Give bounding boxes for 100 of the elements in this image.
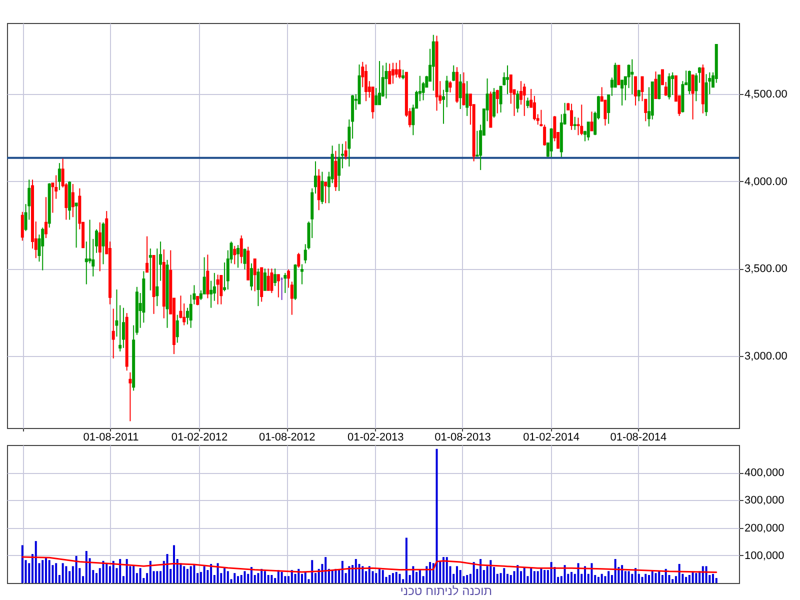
candlestick bbox=[297, 252, 300, 268]
candlestick bbox=[146, 236, 149, 273]
bar bbox=[106, 563, 108, 583]
bar bbox=[540, 568, 542, 583]
bar bbox=[628, 571, 630, 583]
bar bbox=[173, 545, 175, 583]
candlestick bbox=[402, 69, 405, 80]
candlestick bbox=[388, 63, 392, 84]
candlestick bbox=[206, 254, 210, 299]
bar bbox=[237, 576, 240, 583]
candlestick bbox=[156, 248, 159, 307]
candlestick bbox=[550, 128, 553, 158]
bar bbox=[85, 550, 88, 583]
candlestick bbox=[118, 304, 122, 352]
candlestick bbox=[394, 62, 398, 78]
y-tick-label: 400,000 bbox=[744, 467, 784, 480]
bar bbox=[702, 566, 704, 583]
bar bbox=[459, 570, 462, 583]
bar bbox=[398, 574, 401, 583]
candlestick bbox=[452, 64, 456, 82]
candlestick bbox=[320, 171, 324, 205]
candlestick bbox=[499, 86, 502, 113]
candlestick bbox=[233, 245, 236, 265]
bar bbox=[388, 574, 391, 583]
candlestick bbox=[122, 307, 125, 348]
candlestick bbox=[364, 64, 368, 102]
bar bbox=[577, 563, 580, 583]
bar bbox=[466, 574, 468, 583]
bar bbox=[331, 570, 334, 583]
y-tick-label: 4,500.00 bbox=[744, 88, 788, 101]
candlestick bbox=[492, 88, 496, 118]
bar bbox=[341, 560, 344, 583]
candlestick bbox=[543, 124, 546, 146]
candlestick bbox=[658, 74, 661, 100]
candlestick bbox=[236, 244, 240, 268]
bar bbox=[348, 566, 350, 583]
candlestick bbox=[324, 182, 328, 204]
bar bbox=[564, 565, 566, 583]
bar bbox=[590, 563, 593, 583]
candlestick bbox=[573, 116, 576, 130]
candlestick bbox=[300, 264, 304, 285]
bar bbox=[608, 571, 610, 583]
bar bbox=[21, 545, 24, 583]
bar bbox=[42, 560, 44, 583]
bar bbox=[597, 576, 600, 583]
candlestick bbox=[398, 60, 402, 79]
candlestick bbox=[276, 274, 280, 298]
bar bbox=[44, 557, 47, 583]
candlestick bbox=[344, 140, 348, 160]
bar bbox=[446, 557, 448, 583]
bar bbox=[34, 541, 37, 583]
bar bbox=[186, 568, 188, 583]
bar bbox=[280, 572, 283, 583]
bar bbox=[119, 558, 122, 583]
bar bbox=[48, 560, 50, 583]
candlestick bbox=[148, 248, 152, 291]
candlestick bbox=[532, 95, 536, 121]
bar bbox=[216, 563, 219, 583]
bar bbox=[715, 578, 718, 583]
x-tick-label: 01-02-2013 bbox=[348, 432, 404, 444]
candlestick bbox=[458, 74, 462, 110]
bar bbox=[65, 566, 68, 583]
bar bbox=[412, 566, 414, 583]
bar bbox=[685, 576, 688, 583]
bar bbox=[244, 571, 246, 583]
bar bbox=[193, 565, 196, 583]
candlestick bbox=[570, 103, 574, 130]
bar bbox=[304, 572, 306, 583]
candlestick bbox=[691, 74, 694, 120]
bar bbox=[183, 566, 186, 583]
bar bbox=[648, 574, 650, 583]
bar bbox=[392, 573, 394, 583]
bar bbox=[226, 571, 229, 583]
candlestick bbox=[338, 143, 341, 192]
candlestick bbox=[391, 62, 394, 84]
bar bbox=[480, 558, 482, 583]
candlestick bbox=[58, 162, 61, 191]
bar bbox=[426, 566, 428, 583]
bar bbox=[705, 566, 708, 583]
bar bbox=[456, 566, 458, 583]
bar bbox=[672, 579, 674, 583]
bar bbox=[368, 566, 370, 583]
x-tick-label: 01-02-2012 bbox=[171, 432, 228, 444]
bar bbox=[267, 574, 270, 583]
bar bbox=[523, 566, 526, 583]
bar bbox=[257, 573, 260, 583]
bar bbox=[112, 560, 114, 583]
candlestick bbox=[112, 308, 115, 359]
y-tick-label: 100,000 bbox=[744, 550, 784, 562]
bar bbox=[584, 566, 586, 583]
bar bbox=[250, 566, 252, 583]
x-tick-label: 01-08-2012 bbox=[258, 432, 316, 444]
candlestick bbox=[176, 314, 179, 344]
bar bbox=[536, 571, 539, 583]
y-tick-label: 300,000 bbox=[744, 494, 784, 507]
text: תוכנה לניתוח טכני bbox=[400, 584, 492, 598]
candlestick bbox=[496, 89, 499, 114]
candlestick bbox=[378, 60, 381, 106]
candlestick bbox=[466, 80, 469, 116]
bar bbox=[284, 576, 286, 583]
